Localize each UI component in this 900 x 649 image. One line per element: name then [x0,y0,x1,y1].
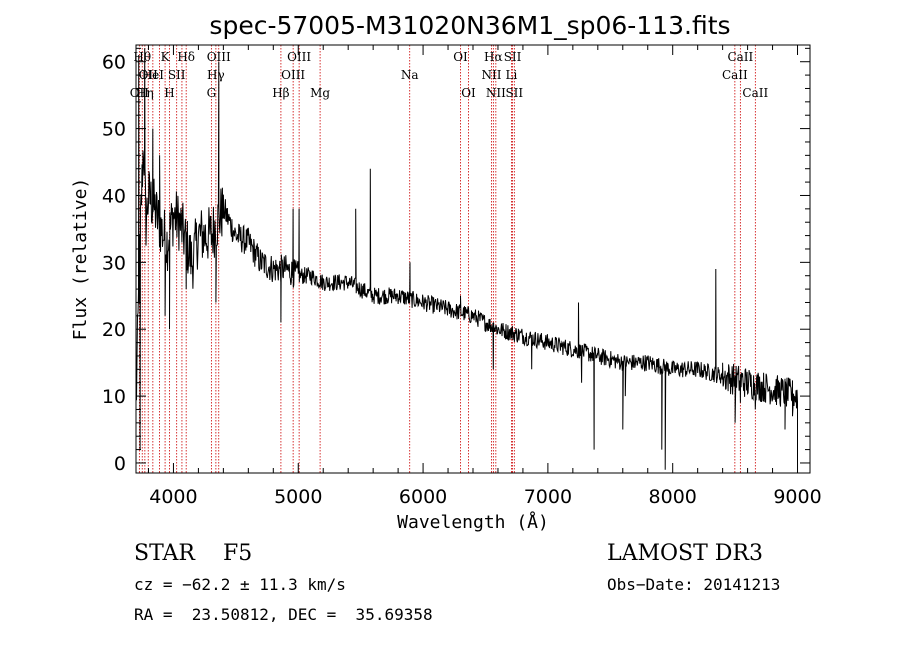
y-tick-label: 50 [102,119,126,141]
spectral-line-label: CaII [722,68,748,82]
spectral-line-label: Mg [310,86,330,100]
x-tick-label: 8000 [649,486,697,508]
survey-label: LAMOST DR3 [607,541,763,566]
spectral-line-label: Li [506,68,518,82]
spectral-line-label: K [161,50,171,64]
x-tick-label: 9000 [773,486,821,508]
spectral-line-label: OII [139,68,159,82]
y-tick-label: 20 [102,319,126,341]
y-tick-label: 60 [102,52,126,74]
spectral-line-label: Hθ [133,50,151,64]
spectral-line-label: OIII [287,50,311,64]
spectral-line-label: Hδ [177,50,195,64]
x-tick-label: 4000 [149,486,197,508]
spectral-line-label: SII [505,86,523,100]
y-tick-label: 0 [114,453,126,475]
spectral-line-label: OI [453,50,468,64]
spectral-line-label: Na [401,68,419,82]
spectral-line-label: SII [504,50,522,64]
y-tick-label: 30 [102,252,126,274]
spectral-line-label: NII [481,68,501,82]
x-tick-label: 7000 [524,486,572,508]
spectral-line-label: OIII [207,50,231,64]
spectral-line-label: SII [168,68,186,82]
chart-title: spec-57005-M31020N36M1_sp06-113.fits [209,11,730,40]
spectral-line-label: H [164,86,174,100]
spectral-line-label: OI [461,86,476,100]
spectral-line-label: G [207,86,217,100]
coordinates-label: RA = 23.50812, DEC = 35.69358 [134,605,433,624]
y-axis-label: Flux (relative) [70,178,91,341]
spectral-line-label: Hα [484,50,503,64]
redshift-label: cz = −62.2 ± 11.3 km/s [134,575,346,594]
x-tick-labels: 4000 5000 6000 7000 8000 9000 [149,486,821,508]
spectral-line-label: CaII [742,86,768,100]
plot-frame [135,44,811,474]
x-tick-label: 5000 [274,486,322,508]
y-tick-label: 40 [102,185,126,207]
obs-date-label: Obs−Date: 20141213 [607,575,780,594]
spectral-line-label: Hγ [207,68,225,82]
x-tick-label: 6000 [399,486,447,508]
spectrum-line [135,48,798,470]
spectral-line-label: Hβ [272,86,289,100]
spectral-line-label: OIII [281,68,305,82]
spectral-line-markers [138,45,756,473]
y-tick-labels: 0 10 20 30 40 50 60 [102,52,126,475]
classification-label: STAR F5 [134,541,252,566]
spectral-line-label: NII [486,86,506,100]
spectral-line-labels: OIIHθHηOIIHeIKHSIIHδGHγOIIIHβOIIIOIIIMgN… [130,50,769,100]
axis-ticks [136,45,810,473]
y-tick-label: 10 [102,386,126,408]
spectral-line-label: CaII [727,50,753,64]
spectral-line-label: HeI [142,68,165,82]
x-axis-label: Wavelength (Å) [397,511,549,533]
